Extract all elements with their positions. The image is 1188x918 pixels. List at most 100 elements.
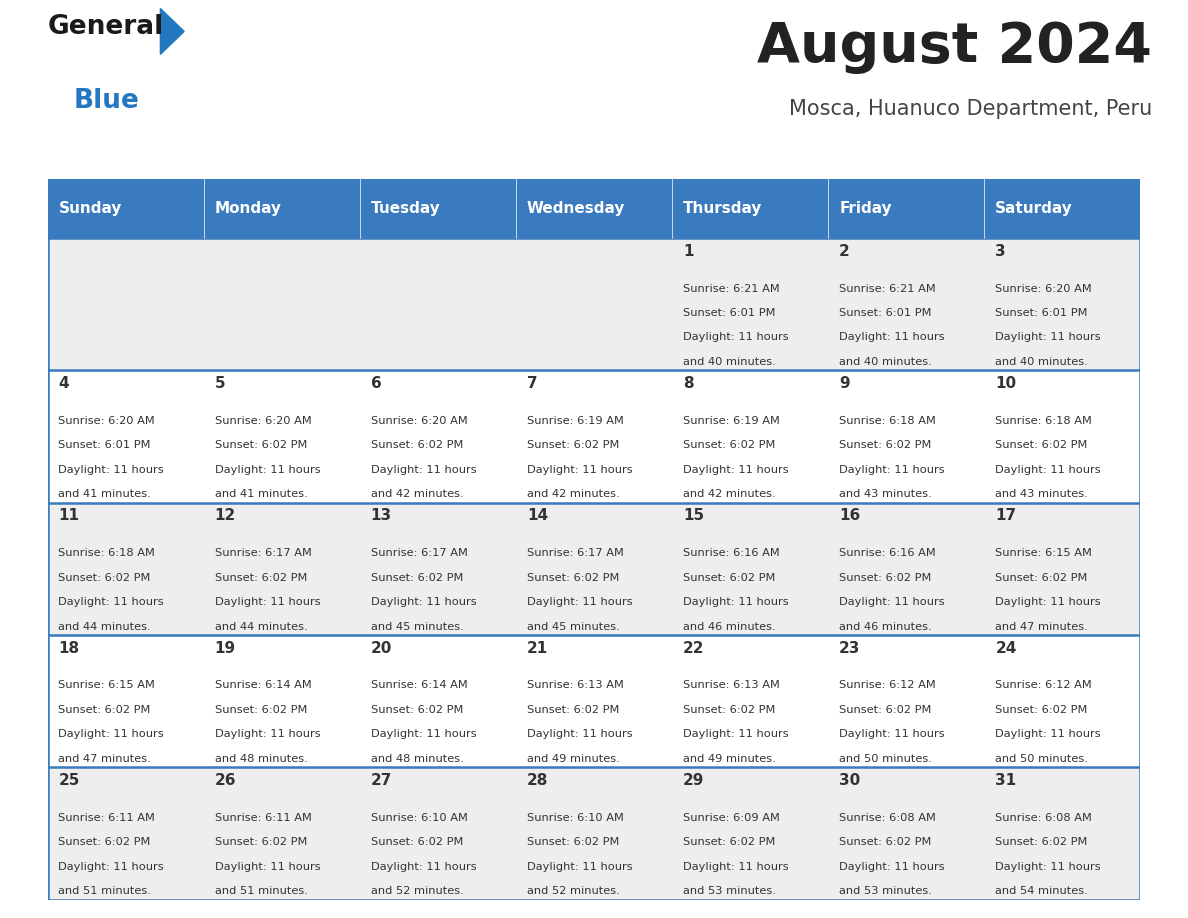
Text: Sunrise: 6:17 AM: Sunrise: 6:17 AM (215, 548, 311, 558)
Text: Sunset: 6:02 PM: Sunset: 6:02 PM (839, 705, 931, 715)
Text: Sunset: 6:02 PM: Sunset: 6:02 PM (996, 441, 1088, 451)
Text: and 42 minutes.: and 42 minutes. (683, 489, 776, 499)
Text: Sunset: 6:02 PM: Sunset: 6:02 PM (58, 573, 151, 583)
Bar (672, 767, 828, 900)
Text: Monday: Monday (215, 201, 282, 216)
Bar (985, 238, 1140, 370)
Bar (828, 767, 985, 900)
Bar (203, 238, 360, 370)
Text: Sunrise: 6:14 AM: Sunrise: 6:14 AM (371, 680, 467, 690)
Text: Sunrise: 6:08 AM: Sunrise: 6:08 AM (839, 812, 936, 823)
Text: and 52 minutes.: and 52 minutes. (526, 886, 620, 896)
Bar (516, 238, 672, 370)
Text: Sunset: 6:02 PM: Sunset: 6:02 PM (839, 837, 931, 847)
Text: 25: 25 (58, 773, 80, 788)
Text: Sunset: 6:02 PM: Sunset: 6:02 PM (371, 573, 463, 583)
Text: 11: 11 (58, 509, 80, 523)
Text: Sunrise: 6:13 AM: Sunrise: 6:13 AM (683, 680, 779, 690)
Text: Sunrise: 6:20 AM: Sunrise: 6:20 AM (215, 416, 311, 426)
Text: Sunset: 6:02 PM: Sunset: 6:02 PM (683, 837, 776, 847)
Text: Sunrise: 6:20 AM: Sunrise: 6:20 AM (996, 284, 1092, 294)
Text: Daylight: 11 hours: Daylight: 11 hours (526, 597, 632, 607)
Text: 10: 10 (996, 376, 1017, 391)
Bar (48, 238, 203, 370)
Text: 27: 27 (371, 773, 392, 788)
Text: Sunrise: 6:10 AM: Sunrise: 6:10 AM (526, 812, 624, 823)
Text: 2: 2 (839, 244, 849, 259)
Text: Sunset: 6:02 PM: Sunset: 6:02 PM (683, 573, 776, 583)
Text: and 49 minutes.: and 49 minutes. (683, 754, 776, 764)
Text: Sunrise: 6:09 AM: Sunrise: 6:09 AM (683, 812, 779, 823)
Text: and 40 minutes.: and 40 minutes. (839, 357, 931, 367)
Bar (203, 635, 360, 767)
Text: Sunrise: 6:10 AM: Sunrise: 6:10 AM (371, 812, 468, 823)
Bar (516, 767, 672, 900)
Text: Sunrise: 6:16 AM: Sunrise: 6:16 AM (683, 548, 779, 558)
Text: Daylight: 11 hours: Daylight: 11 hours (526, 730, 632, 739)
Bar (360, 767, 516, 900)
Text: and 50 minutes.: and 50 minutes. (839, 754, 933, 764)
Text: Sunset: 6:02 PM: Sunset: 6:02 PM (526, 573, 619, 583)
Text: and 42 minutes.: and 42 minutes. (371, 489, 463, 499)
Bar (672, 179, 828, 238)
Text: General: General (48, 14, 164, 39)
Bar (48, 179, 203, 238)
Text: Daylight: 11 hours: Daylight: 11 hours (58, 597, 164, 607)
Bar (985, 503, 1140, 635)
Text: Daylight: 11 hours: Daylight: 11 hours (996, 730, 1101, 739)
Text: and 44 minutes.: and 44 minutes. (215, 621, 308, 632)
Text: and 43 minutes.: and 43 minutes. (839, 489, 931, 499)
Text: Sunrise: 6:16 AM: Sunrise: 6:16 AM (839, 548, 936, 558)
Text: Sunset: 6:02 PM: Sunset: 6:02 PM (58, 705, 151, 715)
Text: Daylight: 11 hours: Daylight: 11 hours (58, 465, 164, 475)
Bar (360, 179, 516, 238)
Bar (203, 503, 360, 635)
Text: Sunset: 6:02 PM: Sunset: 6:02 PM (996, 573, 1088, 583)
Text: 29: 29 (683, 773, 704, 788)
Text: 21: 21 (526, 641, 548, 655)
Text: Sunset: 6:02 PM: Sunset: 6:02 PM (215, 441, 307, 451)
Text: Daylight: 11 hours: Daylight: 11 hours (371, 597, 476, 607)
Text: Daylight: 11 hours: Daylight: 11 hours (839, 597, 944, 607)
Text: 14: 14 (526, 509, 548, 523)
Text: and 48 minutes.: and 48 minutes. (215, 754, 308, 764)
Text: 1: 1 (683, 244, 694, 259)
Text: and 47 minutes.: and 47 minutes. (996, 621, 1088, 632)
Bar (360, 503, 516, 635)
Bar (985, 767, 1140, 900)
Text: Daylight: 11 hours: Daylight: 11 hours (839, 332, 944, 342)
Text: 22: 22 (683, 641, 704, 655)
Text: 18: 18 (58, 641, 80, 655)
Text: Daylight: 11 hours: Daylight: 11 hours (839, 465, 944, 475)
Bar (828, 238, 985, 370)
Text: Sunrise: 6:21 AM: Sunrise: 6:21 AM (839, 284, 936, 294)
Text: Sunset: 6:02 PM: Sunset: 6:02 PM (683, 705, 776, 715)
Text: and 40 minutes.: and 40 minutes. (683, 357, 776, 367)
Text: 30: 30 (839, 773, 860, 788)
Text: and 47 minutes.: and 47 minutes. (58, 754, 151, 764)
Text: and 46 minutes.: and 46 minutes. (839, 621, 931, 632)
Text: Blue: Blue (74, 88, 139, 115)
Text: 4: 4 (58, 376, 69, 391)
Text: Sunrise: 6:20 AM: Sunrise: 6:20 AM (371, 416, 467, 426)
Text: 13: 13 (371, 509, 392, 523)
Text: Daylight: 11 hours: Daylight: 11 hours (683, 597, 789, 607)
Text: Sunset: 6:02 PM: Sunset: 6:02 PM (215, 837, 307, 847)
Text: Daylight: 11 hours: Daylight: 11 hours (683, 332, 789, 342)
Text: Daylight: 11 hours: Daylight: 11 hours (215, 597, 321, 607)
Bar (828, 635, 985, 767)
Text: Sunrise: 6:21 AM: Sunrise: 6:21 AM (683, 284, 779, 294)
Bar (203, 370, 360, 503)
Text: Sunset: 6:02 PM: Sunset: 6:02 PM (371, 441, 463, 451)
Text: 9: 9 (839, 376, 849, 391)
Text: 20: 20 (371, 641, 392, 655)
Text: Sunrise: 6:08 AM: Sunrise: 6:08 AM (996, 812, 1092, 823)
Text: Sunrise: 6:15 AM: Sunrise: 6:15 AM (996, 548, 1092, 558)
Text: Sunset: 6:02 PM: Sunset: 6:02 PM (371, 705, 463, 715)
Text: Sunrise: 6:20 AM: Sunrise: 6:20 AM (58, 416, 156, 426)
Text: 16: 16 (839, 509, 860, 523)
Text: and 53 minutes.: and 53 minutes. (839, 886, 933, 896)
Text: Sunset: 6:02 PM: Sunset: 6:02 PM (58, 837, 151, 847)
Text: 12: 12 (215, 509, 236, 523)
Bar (672, 370, 828, 503)
